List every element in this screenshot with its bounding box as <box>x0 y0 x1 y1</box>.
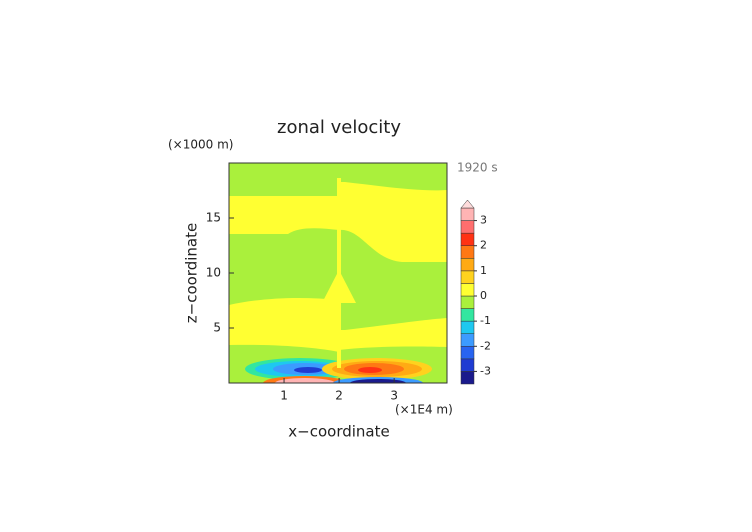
y-tick-label: 10 <box>206 266 221 280</box>
colorbar-band <box>460 207 475 221</box>
contour-region <box>337 178 341 368</box>
colorbar-band <box>460 245 475 259</box>
x-tick-label: 3 <box>390 389 398 403</box>
contour-field <box>229 163 447 383</box>
contour-region <box>339 229 447 330</box>
colorbar-tick-label: -3 <box>480 364 491 377</box>
colorbar-extend <box>460 199 475 209</box>
colorbar-tick-label: 2 <box>480 239 487 252</box>
colorbar-tick-label: -1 <box>480 314 491 327</box>
contour-region <box>358 367 382 373</box>
y-tick-label: 15 <box>206 211 221 225</box>
colorbar-tick-label: -2 <box>480 339 491 352</box>
x-unit: (×1E4 m) <box>395 403 453 417</box>
time-label: 1920 s <box>457 161 498 175</box>
colorbar-band <box>460 371 475 385</box>
colorbar-band <box>460 258 475 272</box>
y-tick-label: 5 <box>213 321 221 335</box>
colorbar-band <box>460 295 475 309</box>
x-tick-label: 2 <box>335 389 343 403</box>
colorbar-band <box>460 346 475 360</box>
chart-title: zonal velocity <box>277 117 401 138</box>
x-tick-label: 1 <box>280 389 288 403</box>
y-unit: (×1000 m) <box>168 138 233 152</box>
contour-region <box>275 378 335 383</box>
colorbar-band <box>460 320 475 334</box>
colorbar-band <box>460 283 475 297</box>
colorbar-band <box>460 333 475 347</box>
y-axis-label: z−coordinate <box>183 223 201 323</box>
colorbar-band <box>460 308 475 322</box>
x-axis-label: x−coordinate <box>288 423 389 441</box>
contour-region <box>294 367 322 373</box>
colorbar-tick-label: 1 <box>480 264 487 277</box>
colorbar-tick-label: 3 <box>480 214 487 227</box>
colorbar-band <box>460 358 475 372</box>
colorbar-band <box>460 232 475 246</box>
colorbar-tick-label: 0 <box>480 289 487 302</box>
contour-region <box>229 228 339 305</box>
contour-region <box>350 379 406 383</box>
colorbar-band <box>460 270 475 284</box>
colorbar-band <box>460 220 475 234</box>
